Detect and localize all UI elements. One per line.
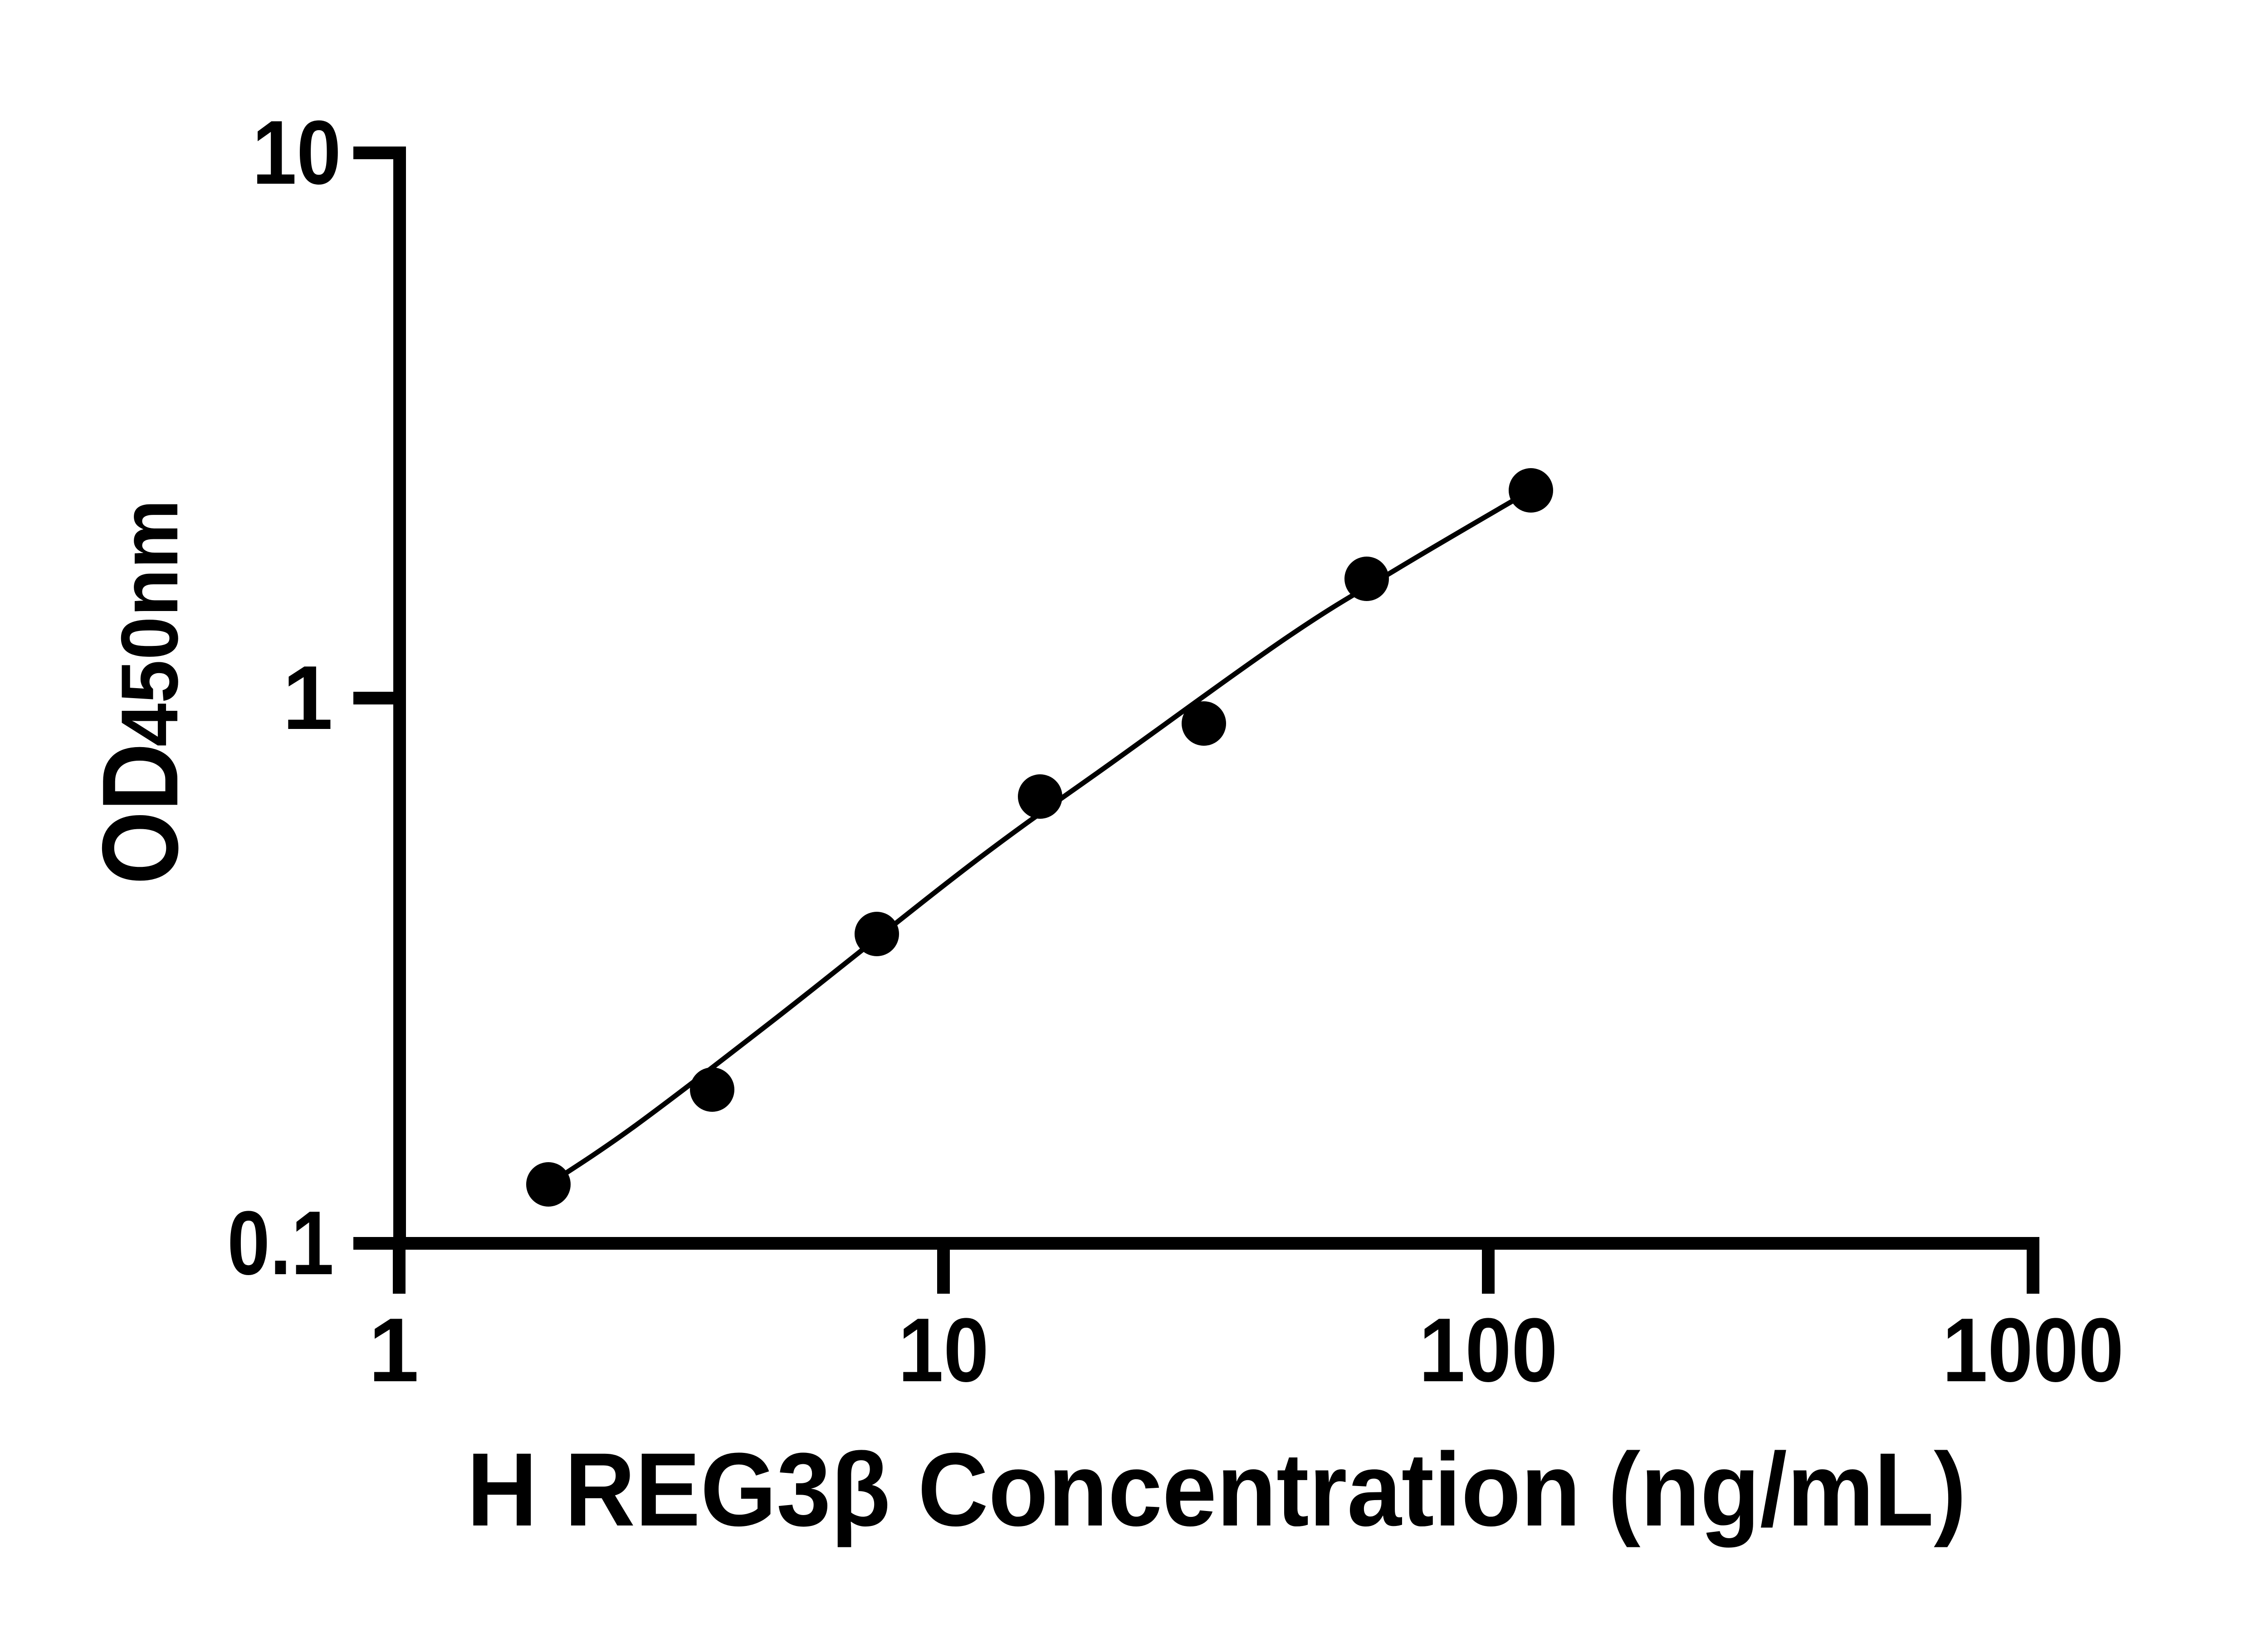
svg-text:1: 1	[283, 647, 333, 748]
svg-text:OD: OD	[80, 743, 200, 885]
svg-text:1000: 1000	[1942, 1300, 2124, 1401]
svg-text:H REG3β Concentration (ng/mL): H REG3β Concentration (ng/mL)	[467, 1431, 1966, 1548]
svg-text:10: 10	[898, 1300, 989, 1401]
svg-text:10: 10	[252, 102, 341, 203]
svg-text:100: 100	[1419, 1300, 1558, 1401]
svg-text:1: 1	[368, 1300, 419, 1401]
svg-text:450nm: 450nm	[104, 499, 195, 747]
svg-text:0.1: 0.1	[227, 1193, 334, 1294]
